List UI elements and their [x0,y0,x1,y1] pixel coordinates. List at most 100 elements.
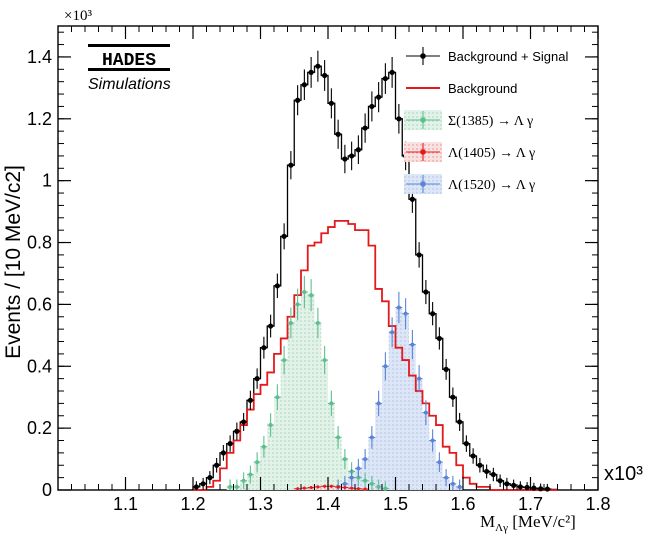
total-point [199,477,207,490]
legend-label: Σ(1385) → Λ γ [448,114,533,129]
legend-entry: Λ(1520) → Λ γ [404,174,535,194]
lambda1405-point [348,486,355,490]
total-point [436,327,443,350]
total-point [530,482,538,491]
total-point [247,390,254,410]
lambda1520-point [375,390,382,417]
total-point [220,445,227,461]
lambda1520-point [449,475,457,490]
legend-marker [420,117,426,123]
y-tick-label: 1.4 [27,47,52,67]
total-point [415,242,423,268]
total-point [213,457,220,473]
sigma1385-point [307,279,315,312]
lambda1520-point [436,452,443,473]
lambda1405-point [355,487,362,491]
total-point [233,422,241,440]
total-point [226,435,234,452]
x-axis-label-unit: [MeV/c²] [512,512,576,531]
lambda1520-point [382,352,389,381]
lambda1520-point [388,317,396,348]
total-point [429,302,436,326]
y-tick-label: 0.2 [27,418,52,438]
lambda1405-point [294,487,301,491]
x-multiplier-label: x10³ [604,463,643,485]
lambda1520-point [402,298,409,330]
sigma1385-point [226,479,234,490]
signal-fill-layer [193,292,558,490]
x-tick-label: 1.6 [450,494,475,514]
lambda1520-point [442,468,450,487]
total-point [523,482,531,491]
x-tick-label: 1.7 [518,494,543,514]
total-point [490,467,497,482]
y-tick-label: 0.6 [27,294,52,314]
total-point [449,387,457,407]
sigma1385-point [382,481,389,491]
sigma1385-point [274,384,281,411]
lambda1520-fill [193,307,558,490]
y-axis-label: Events / [10 MeV/c2] [2,165,25,359]
legend-label: Background [448,81,517,96]
y-tick-label: 1.2 [27,109,52,129]
total-point [368,91,376,122]
total-point [193,481,200,490]
total-point [307,56,315,88]
svg-text:MΛγ [MeV/c²]: MΛγ [MeV/c²] [480,512,576,534]
lambda1405-point [334,485,342,489]
hades-logo: HADES Simulations [88,44,171,93]
sigma1385-point [301,275,308,309]
total-point [469,448,477,464]
lambda1405-point [341,485,349,490]
sigma1385-point [267,413,274,437]
sigma1385-point [280,345,288,375]
total-point [375,82,382,113]
background-histogram-line [193,219,558,491]
y-tick-label: 0.4 [27,356,52,376]
x-axis-label-subscript: Λγ [495,522,508,534]
lambda1405-point [321,484,328,488]
total-point [442,358,450,380]
total-point [341,144,349,174]
sigma1385-point [287,307,295,339]
sigma1385-point [368,475,376,490]
lambda1520-point [355,458,362,478]
sigma1385-point [375,479,382,490]
x-tick-label: 1.8 [585,494,610,514]
total-point [321,60,328,91]
x-axis-label: MΛγ [MeV/c²] [480,512,576,534]
total-point [294,85,301,116]
lambda1520-point [429,429,436,452]
total-point [463,435,470,452]
x-tick-label: 1.2 [180,494,205,514]
lambda1520-point [422,400,430,426]
total-point [382,63,389,94]
total-point [301,69,308,101]
lambda1520-point [456,479,463,490]
lambda1405-point [301,486,308,490]
legend-marker [420,149,426,155]
x-tick-label: 1.3 [248,494,273,514]
total-point [260,336,268,359]
lambda1405-point [361,487,369,491]
sigma1385-point [361,472,369,490]
sigma1385-point [294,288,301,321]
total-point [483,464,490,479]
y-tick-label: 1 [42,171,52,191]
total-point [280,223,288,250]
x-tick-label: 1.1 [113,494,138,514]
total-point [287,151,295,180]
total-point [267,314,274,338]
total-point [328,88,335,119]
axes-layer: 1.1 1.2 1.3 1.4 1.5 1.6 1.7 1.8 0 0.2 0.4 0.6 0.8 1 1.… [27,26,611,514]
total-point [496,474,504,487]
total-point [314,50,322,82]
sigma1385-point [260,435,268,458]
legend-label: Λ(1405) → Λ γ [448,146,535,161]
y-tick-label: 0.8 [27,233,52,253]
hades-logo-subtitle: Simulations [88,76,171,93]
hades-logo-text: HADES [102,51,156,71]
legend-entry: Background + Signal [406,47,568,65]
total-point [240,412,247,431]
